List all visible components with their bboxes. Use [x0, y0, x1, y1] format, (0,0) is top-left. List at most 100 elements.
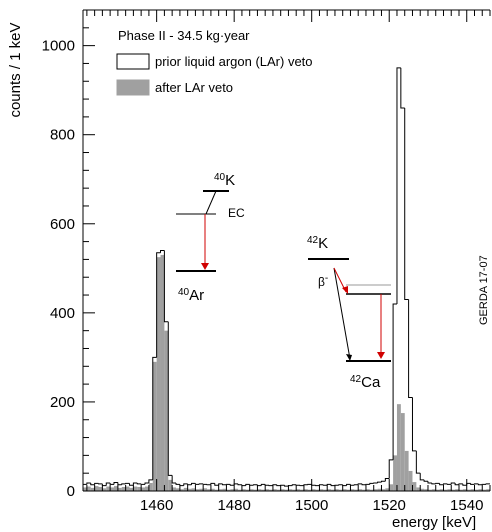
- y-tick-label: 600: [50, 216, 75, 233]
- prior-veto-bin: [129, 483, 134, 486]
- prior-veto-bin: [291, 484, 297, 486]
- x-axis-title: energy [keV]: [392, 514, 476, 531]
- prior-veto-bin: [380, 480, 386, 483]
- after-veto-bin: [482, 489, 487, 491]
- after-veto-bin: [152, 361, 157, 491]
- after-veto-bin: [168, 479, 173, 491]
- k40-daughter-label: 40Ar: [178, 287, 204, 305]
- after-veto-bin: [280, 489, 285, 491]
- after-veto-bin: [222, 488, 227, 491]
- after-veto-bin: [385, 488, 390, 491]
- after-veto-bin: [439, 489, 444, 491]
- prior-veto-bin: [229, 484, 235, 486]
- after-veto-bin: [160, 254, 165, 491]
- prior-veto-bin: [86, 482, 91, 485]
- prior-veto-bin: [160, 250, 165, 253]
- prior-veto-bin: [369, 482, 374, 485]
- after-veto-bin: [342, 489, 347, 491]
- after-veto-bin: [276, 489, 281, 491]
- after-veto-bin: [265, 489, 270, 491]
- after-veto-bin: [125, 486, 130, 491]
- after-veto-bin: [389, 484, 394, 491]
- after-veto-bin: [296, 489, 301, 491]
- after-veto-bin: [393, 455, 397, 491]
- prior-veto-bin: [171, 475, 177, 484]
- after-veto-bin: [323, 489, 328, 491]
- k42-beta-line-ground: [333, 267, 351, 360]
- prior-veto-bin: [179, 484, 184, 487]
- after-veto-bin: [253, 489, 258, 491]
- after-veto-bin: [486, 489, 490, 491]
- prior-veto-bin: [272, 484, 277, 486]
- prior-veto-bin: [377, 481, 382, 483]
- prior-veto-bin: [384, 478, 390, 482]
- after-veto-bin: [369, 489, 374, 491]
- prior-veto-bin: [167, 321, 173, 476]
- prior-veto-bin: [357, 483, 363, 485]
- after-veto-bin: [424, 489, 428, 491]
- after-veto-bin: [86, 486, 91, 491]
- k42-beta-excited-arrowhead: [342, 286, 348, 294]
- prior-veto-bin: [361, 483, 366, 486]
- prior-veto-bin: [264, 484, 270, 486]
- x-tick-label: 1520: [373, 497, 406, 514]
- prior-veto-bin: [311, 484, 316, 486]
- after-veto-bin: [272, 489, 277, 491]
- after-veto-bin: [334, 489, 339, 491]
- after-veto-bin: [358, 489, 363, 491]
- after-veto-bin: [474, 489, 479, 491]
- legend-swatch-prior: [116, 53, 150, 70]
- k42-gamma-arrowhead: [377, 352, 385, 359]
- after-veto-bin: [427, 489, 432, 491]
- prior-veto-bin: [400, 67, 405, 109]
- after-veto-bin: [373, 489, 378, 491]
- prior-veto-bin: [132, 482, 138, 486]
- prior-lar-veto-histogram: [82, 67, 490, 491]
- after-veto-bin: [172, 487, 177, 491]
- after-veto-bin: [203, 488, 208, 491]
- k40-ec-label: EC: [228, 206, 245, 220]
- after-veto-bin: [226, 489, 231, 491]
- prior-veto-bin: [187, 483, 192, 486]
- k40-ec-line: [205, 190, 217, 215]
- after-veto-bin: [137, 486, 142, 491]
- after-veto-bin: [300, 489, 304, 491]
- k42-decay-scheme: 42K β- 42Ca: [307, 235, 391, 392]
- y-tick-label: 0: [67, 483, 75, 500]
- after-veto-bin: [443, 489, 448, 491]
- legend-title: Phase II - 34.5 kg·year: [118, 28, 250, 43]
- after-veto-bin: [234, 488, 239, 491]
- after-veto-bin: [350, 489, 355, 491]
- after-veto-bin: [346, 489, 351, 491]
- prior-veto-bin: [233, 483, 239, 486]
- after-veto-bin: [311, 489, 316, 491]
- prior-veto-bin: [388, 459, 394, 479]
- after-veto-bin: [121, 486, 126, 491]
- after-veto-bin: [195, 489, 200, 491]
- prior-veto-bin: [117, 482, 122, 486]
- after-veto-bin: [307, 489, 312, 491]
- after-veto-bin: [365, 489, 370, 491]
- k42-beta-label: β-: [318, 273, 328, 290]
- prior-veto-bin: [477, 483, 483, 486]
- y-axis-title: counts / 1 keV: [7, 22, 24, 117]
- prior-veto-bin: [237, 483, 242, 486]
- after-veto-bin: [354, 489, 359, 491]
- after-veto-bin: [110, 487, 115, 491]
- after-veto-bin: [470, 489, 475, 491]
- prior-veto-bin: [241, 484, 246, 487]
- after-veto-bin: [458, 489, 463, 491]
- after-veto-bin: [141, 487, 146, 491]
- k40-decay-scheme: 40K EC 40Ar: [176, 172, 245, 305]
- after-veto-bin: [257, 489, 262, 491]
- after-veto-bin: [179, 489, 184, 491]
- x-tick-label: 1540: [450, 497, 483, 514]
- k40-parent-label: 40K: [214, 172, 235, 190]
- k42-daughter-label: 42Ca: [350, 374, 381, 392]
- after-veto-bin: [156, 257, 161, 491]
- after-veto-bin: [431, 489, 436, 491]
- y-tick-label: 1000: [42, 38, 75, 55]
- prior-veto-bin: [105, 482, 111, 486]
- after-veto-bin: [210, 488, 215, 491]
- prior-veto-bin: [442, 483, 448, 485]
